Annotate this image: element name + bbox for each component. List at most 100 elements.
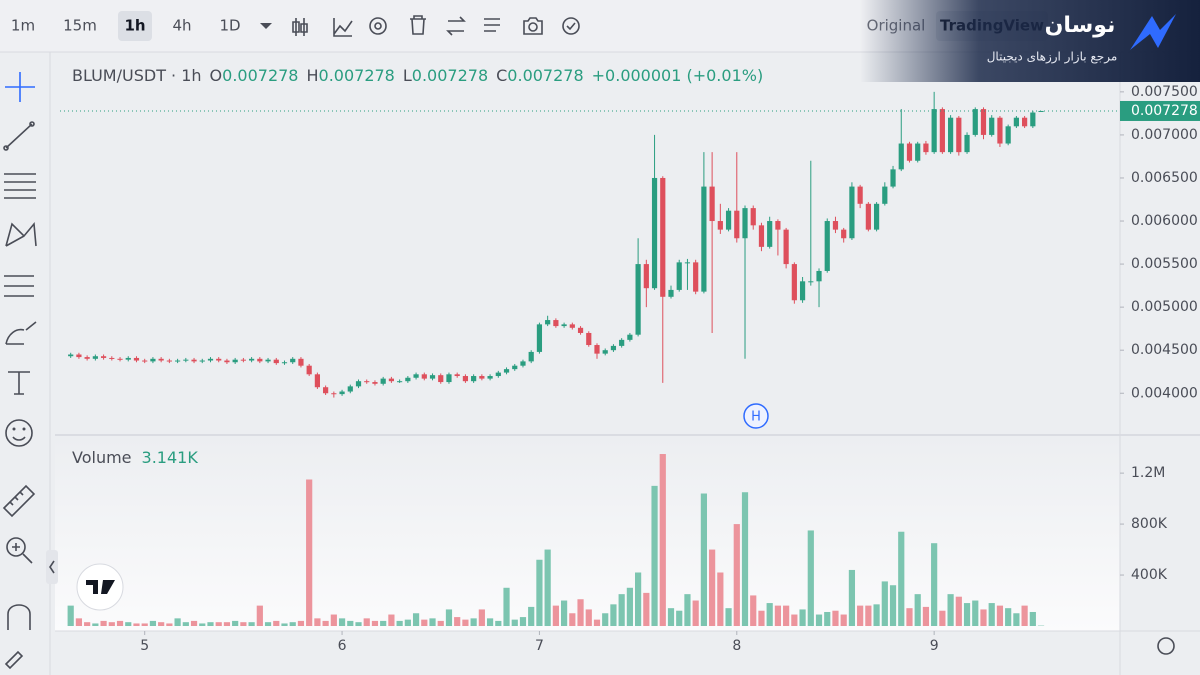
candle-body	[281, 362, 288, 364]
volume-bar	[832, 610, 839, 626]
legend-key: L	[403, 66, 412, 85]
candle-body	[610, 345, 617, 351]
volume-bar	[972, 600, 979, 626]
candle-body	[791, 264, 797, 301]
volume-bar	[338, 618, 346, 626]
candle-body	[906, 143, 913, 161]
candle-body	[397, 381, 403, 383]
volume-bar	[182, 622, 189, 626]
volume-bar	[380, 620, 387, 626]
top-icons[interactable]	[292, 15, 580, 37]
candle-body	[150, 358, 156, 362]
candle-body	[602, 350, 608, 354]
candle-body	[923, 143, 929, 153]
candle-body	[413, 374, 419, 378]
interval[interactable]: 1m	[11, 17, 35, 35]
volume-bar	[552, 605, 559, 626]
volume-pane	[55, 436, 1120, 631]
volume-bar	[281, 623, 288, 626]
interval[interactable]: 15m	[63, 17, 97, 35]
volume-bar	[388, 614, 395, 626]
candle-body	[758, 225, 765, 247]
volume-bar	[980, 609, 987, 626]
candle-body	[290, 358, 296, 363]
volume-bar	[898, 531, 905, 626]
candle-body	[199, 360, 205, 362]
volume-bar	[421, 619, 428, 626]
volume-bar	[363, 618, 370, 626]
y-tick-label: 0.004000	[1131, 385, 1198, 401]
interval[interactable]: 1h	[124, 17, 145, 35]
volume-bar	[922, 606, 930, 626]
volume-bar	[824, 611, 831, 626]
volume-bar	[256, 605, 263, 626]
candle-body	[627, 334, 633, 340]
chart-legend: BLUM/USDT · 1h O0.007278 H0.007278 L0.00727…	[72, 66, 763, 85]
y-tick-label: 0.004500	[1131, 342, 1198, 358]
volume-bar	[92, 623, 99, 626]
volume-bar	[67, 605, 74, 626]
volume-bar	[635, 572, 642, 626]
volume-bar	[232, 620, 239, 626]
candle-body	[1022, 117, 1028, 127]
volume-bar	[626, 587, 633, 626]
volume-bar	[511, 619, 518, 626]
event-marker[interactable]	[743, 403, 769, 429]
settings-icon[interactable]	[1157, 637, 1175, 655]
interval-dropdown[interactable]	[260, 23, 272, 29]
candle-body	[553, 320, 559, 327]
volume-bar	[116, 620, 124, 626]
volume-bar	[988, 603, 995, 626]
volume-bar	[347, 620, 354, 626]
legend-key: H	[306, 66, 318, 85]
interval[interactable]: 4h	[172, 17, 191, 35]
left-toolbar[interactable]	[2, 72, 37, 670]
candle-body	[364, 381, 370, 383]
volume-bar	[306, 479, 313, 626]
legend-value: 0.007278	[412, 66, 488, 85]
volume-bar	[133, 623, 140, 626]
volume-bar	[733, 524, 740, 626]
volume-bar	[108, 622, 115, 626]
candle-body	[865, 203, 871, 230]
candle-body	[166, 360, 172, 362]
volume-bar	[371, 620, 379, 626]
candle-body	[841, 229, 847, 239]
candle-body	[767, 221, 773, 247]
volume-bar	[1029, 611, 1036, 626]
tv-logo[interactable]	[76, 563, 124, 611]
volume-bar	[215, 622, 222, 626]
volume-bar	[445, 609, 453, 626]
x-tick-label: 9	[930, 638, 939, 654]
candle-body	[372, 382, 378, 384]
volume-bar	[174, 618, 181, 626]
candle-body	[997, 117, 1003, 144]
legend-key: C	[496, 66, 507, 85]
candle-body	[174, 360, 181, 362]
candle-body	[232, 359, 238, 363]
candle-body	[701, 186, 707, 292]
candle-body	[323, 387, 329, 394]
candle-body	[520, 361, 526, 366]
volume-bar	[939, 610, 946, 626]
candle-body	[1030, 112, 1036, 127]
candle-body	[873, 203, 880, 230]
volume-bar	[536, 559, 543, 626]
candle-body	[495, 372, 501, 377]
candle-body	[816, 270, 822, 282]
volume-legend: Volume 3.141K	[72, 448, 198, 467]
interval[interactable]: 1D	[219, 17, 240, 35]
last-price-box	[1120, 100, 1200, 121]
volume-bar	[996, 605, 1004, 626]
candle-body	[249, 358, 255, 361]
collapse-toolbar[interactable]	[46, 550, 58, 584]
volume-bar	[741, 492, 749, 626]
x-tick-label: 7	[535, 638, 544, 654]
candle-body	[133, 357, 140, 361]
volume-title: Volume	[72, 448, 132, 467]
candle-body	[355, 381, 362, 387]
candle-body	[939, 109, 945, 153]
y-tick-label: 0.007500	[1131, 84, 1198, 100]
candle-body	[890, 169, 896, 187]
candle-body	[668, 289, 674, 297]
